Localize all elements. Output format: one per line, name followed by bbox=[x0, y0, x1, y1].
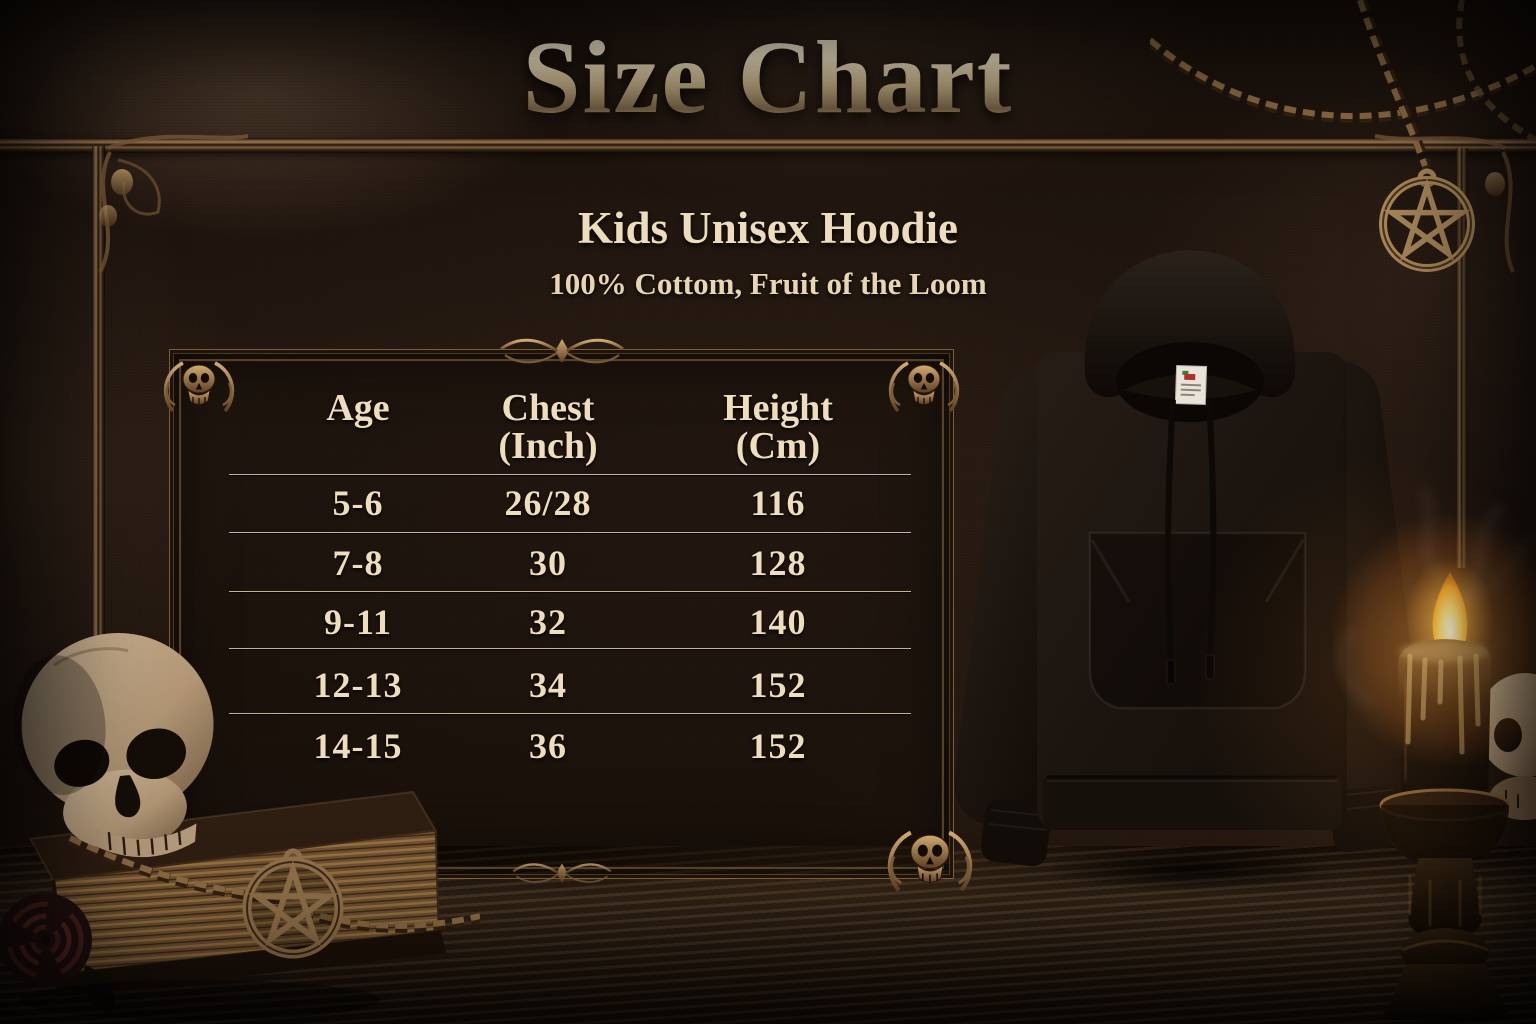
table-cell: 128 bbox=[749, 543, 807, 583]
table-cell: 30 bbox=[529, 543, 567, 583]
skull-icon bbox=[13, 632, 214, 858]
chain-icon bbox=[1150, 0, 1536, 170]
candle-glow bbox=[1290, 470, 1536, 810]
table-cell: 7-8 bbox=[332, 543, 384, 583]
table-divider bbox=[229, 474, 911, 475]
column-header: Age bbox=[326, 387, 390, 429]
table-cell: 36 bbox=[529, 726, 567, 766]
table-divider bbox=[229, 532, 911, 533]
table-cell: 5-6 bbox=[332, 483, 384, 523]
column-header: (Inch) bbox=[498, 425, 598, 467]
skull-ornament-icon bbox=[888, 361, 960, 413]
pentagram-icon bbox=[1379, 168, 1475, 272]
table-cell: 32 bbox=[529, 602, 567, 642]
table-cell: 140 bbox=[749, 602, 807, 642]
column-header: (Cm) bbox=[735, 425, 821, 467]
chain-pendant-scene bbox=[1150, 0, 1536, 272]
skull-ornament-icon bbox=[163, 361, 235, 413]
skull-book-scene bbox=[0, 632, 480, 1020]
table-cell: 26/28 bbox=[504, 483, 592, 523]
table-cell: 152 bbox=[749, 726, 807, 766]
table-cell: 116 bbox=[750, 483, 806, 523]
table-cell: 152 bbox=[749, 665, 807, 705]
table-divider bbox=[229, 591, 911, 592]
table-cell: 34 bbox=[529, 665, 567, 705]
